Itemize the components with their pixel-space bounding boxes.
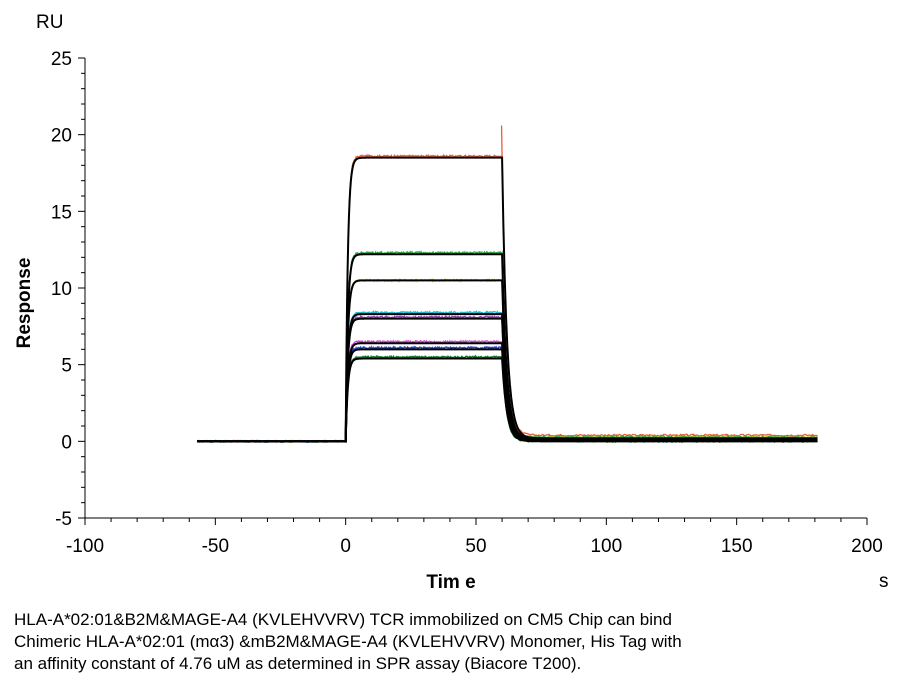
y-unit-label: RU — [36, 12, 63, 33]
y-tick-label: -5 — [55, 509, 72, 530]
y-tick-label: 15 — [51, 202, 72, 223]
fit-curve — [197, 357, 818, 443]
figure-caption: HLA-A*02:01&B2M&MAGE-A4 (KVLEHVVRV) TCR … — [14, 609, 874, 675]
x-tick-label: 100 — [590, 536, 622, 557]
x-tick-label: 0 — [340, 536, 351, 557]
x-tick-label: -100 — [66, 536, 104, 557]
response-spike — [500, 125, 503, 157]
caption-line-2: Chimeric HLA-A*02:01 (mα3) &mB2M&MAGE-A4… — [14, 632, 682, 651]
x-unit-label: s — [879, 571, 889, 592]
y-tick-label: 0 — [61, 432, 72, 453]
caption-line-1: HLA-A*02:01&B2M&MAGE-A4 (KVLEHVVRV) TCR … — [14, 610, 672, 629]
y-axis-title: Response — [14, 258, 35, 349]
caption-line-3: an affinity constant of 4.76 uM as deter… — [14, 654, 582, 673]
axes — [84, 58, 867, 519]
x-tick-label: 200 — [851, 536, 883, 557]
x-axis-title: Tim e — [426, 572, 475, 593]
x-tick-label: -50 — [202, 536, 229, 557]
x-tick-label: 50 — [465, 536, 486, 557]
y-tick-label: 5 — [61, 356, 72, 377]
y-tick-label: 25 — [51, 49, 72, 70]
x-tick-label: 150 — [721, 536, 753, 557]
y-tick-label: 20 — [51, 126, 72, 147]
y-tick-label: 10 — [51, 279, 72, 300]
fit-curves — [197, 156, 818, 443]
